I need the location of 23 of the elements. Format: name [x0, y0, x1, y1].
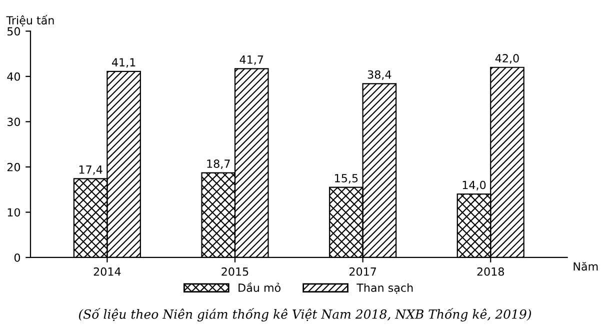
x-tick-label: 2017: [349, 267, 376, 276]
y-tick-label: 20: [7, 162, 20, 172]
data-label: 18,7: [207, 160, 230, 170]
y-tick-label: 0: [14, 253, 20, 262]
legend-label: Dầu mỏ: [238, 282, 280, 292]
x-tick-label: 2018: [477, 267, 504, 276]
data-label: 15,5: [335, 174, 358, 184]
x-tick-label: 2014: [94, 267, 121, 276]
y-tick-label: 30: [7, 118, 20, 126]
x-tick-label: 2015: [222, 267, 248, 276]
legend-label: Than sạch: [356, 283, 413, 294]
data-label: 41,7: [240, 56, 264, 65]
data-label: 14,0: [462, 180, 486, 190]
data-label: 17,4: [79, 166, 102, 175]
y-tick-label: 40: [7, 72, 20, 81]
x-axis-title: Năm: [574, 262, 598, 271]
y-axis-title: Triệu tấn: [6, 14, 54, 26]
data-label: 38,4: [368, 70, 392, 80]
data-label: 42,0: [495, 54, 519, 64]
y-tick-label: 10: [8, 208, 20, 217]
data-label: 41,1: [112, 58, 136, 68]
y-tick-label: 50: [7, 27, 20, 36]
text: (Số liệu theo Niên giám thống kê Việt Nam 2018, NXB Thống kê, 2019): [78, 308, 532, 322]
